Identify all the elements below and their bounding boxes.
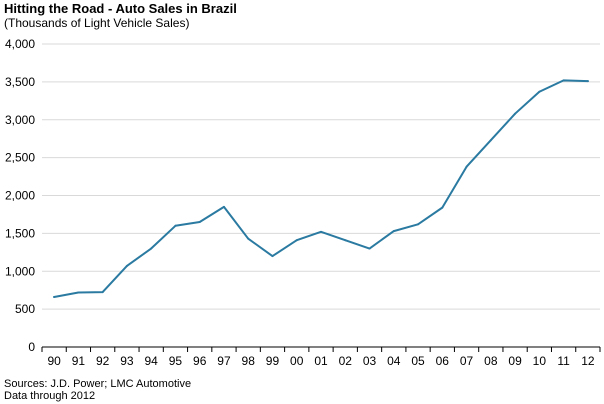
x-tick-label: 00 (290, 354, 304, 368)
data-point (77, 291, 80, 294)
chart-subtitle: (Thousands of Light Vehicle Sales) (4, 16, 190, 30)
x-tick-label: 96 (193, 354, 207, 368)
x-tick-label: 09 (508, 354, 522, 368)
y-axis-ticks: 0 500 1,000 1,500 2,000 2,500 3,000 3,500 4,000 (5, 37, 35, 354)
y-tick-label: 2,500 (5, 151, 35, 165)
y-tick-label: 500 (15, 302, 35, 316)
data-point (320, 230, 322, 233)
chart-title: Hitting the Road - Auto Sales in Brazil (4, 1, 237, 16)
chart-source: Sources: J.D. Power; LMC Automotive (4, 378, 192, 390)
series-line (53, 79, 589, 298)
y-tick-label: 2,000 (5, 189, 35, 203)
x-tick-label: 05 (411, 354, 425, 368)
x-tick-label: 98 (242, 354, 256, 368)
data-point (295, 239, 298, 242)
x-tick-label: 99 (266, 354, 280, 368)
data-point (125, 264, 128, 267)
data-point (562, 79, 565, 82)
data-point (150, 247, 153, 250)
x-tick-label: 95 (169, 354, 183, 368)
data-point (586, 80, 589, 83)
y-tick-label: 0 (28, 340, 35, 354)
x-tick-label: 92 (96, 354, 110, 368)
data-point (247, 237, 250, 240)
data-point (514, 112, 517, 115)
x-tick-label: 01 (314, 354, 328, 368)
x-tick-label: 04 (387, 354, 401, 368)
x-tick-label: 03 (363, 354, 377, 368)
data-point (489, 139, 492, 142)
y-tick-label: 1,500 (5, 226, 35, 240)
y-tick-label: 3,500 (5, 75, 35, 89)
x-tick-label: 91 (72, 354, 86, 368)
x-tick-label: 11 (557, 354, 570, 368)
x-tick-label: 97 (217, 354, 231, 368)
data-point (222, 205, 225, 208)
data-point (368, 247, 371, 250)
x-tick-label: 07 (460, 354, 474, 368)
x-axis-ticks: 90 91 92 93 94 95 96 97 98 99 00 01 02 03 04 05 06 07 08 09… (47, 354, 594, 368)
x-tick-label: 10 (533, 354, 547, 368)
data-point (53, 296, 56, 299)
x-axis (41, 346, 601, 352)
data-point (271, 255, 274, 258)
data-point (417, 223, 420, 226)
data-point (344, 239, 347, 242)
data-point (538, 90, 541, 93)
x-tick-label: 90 (47, 354, 61, 368)
y-tick-label: 4,000 (5, 37, 35, 51)
chart-note: Data through 2012 (4, 390, 96, 402)
series-layer (53, 79, 589, 299)
x-tick-label: 94 (144, 354, 158, 368)
data-point (101, 291, 104, 294)
x-tick-label: 08 (484, 354, 498, 368)
data-point (198, 221, 201, 224)
data-point (465, 165, 468, 168)
data-point (174, 224, 177, 227)
x-tick-label: 93 (120, 354, 134, 368)
x-tick-label: 06 (436, 354, 450, 368)
data-point (441, 206, 444, 209)
data-point (392, 230, 395, 233)
x-tick-label: 12 (581, 354, 595, 368)
x-tick-label: 02 (339, 354, 353, 368)
gridlines (42, 43, 600, 310)
y-tick-label: 1,000 (5, 264, 35, 278)
y-tick-label: 3,000 (5, 113, 35, 127)
